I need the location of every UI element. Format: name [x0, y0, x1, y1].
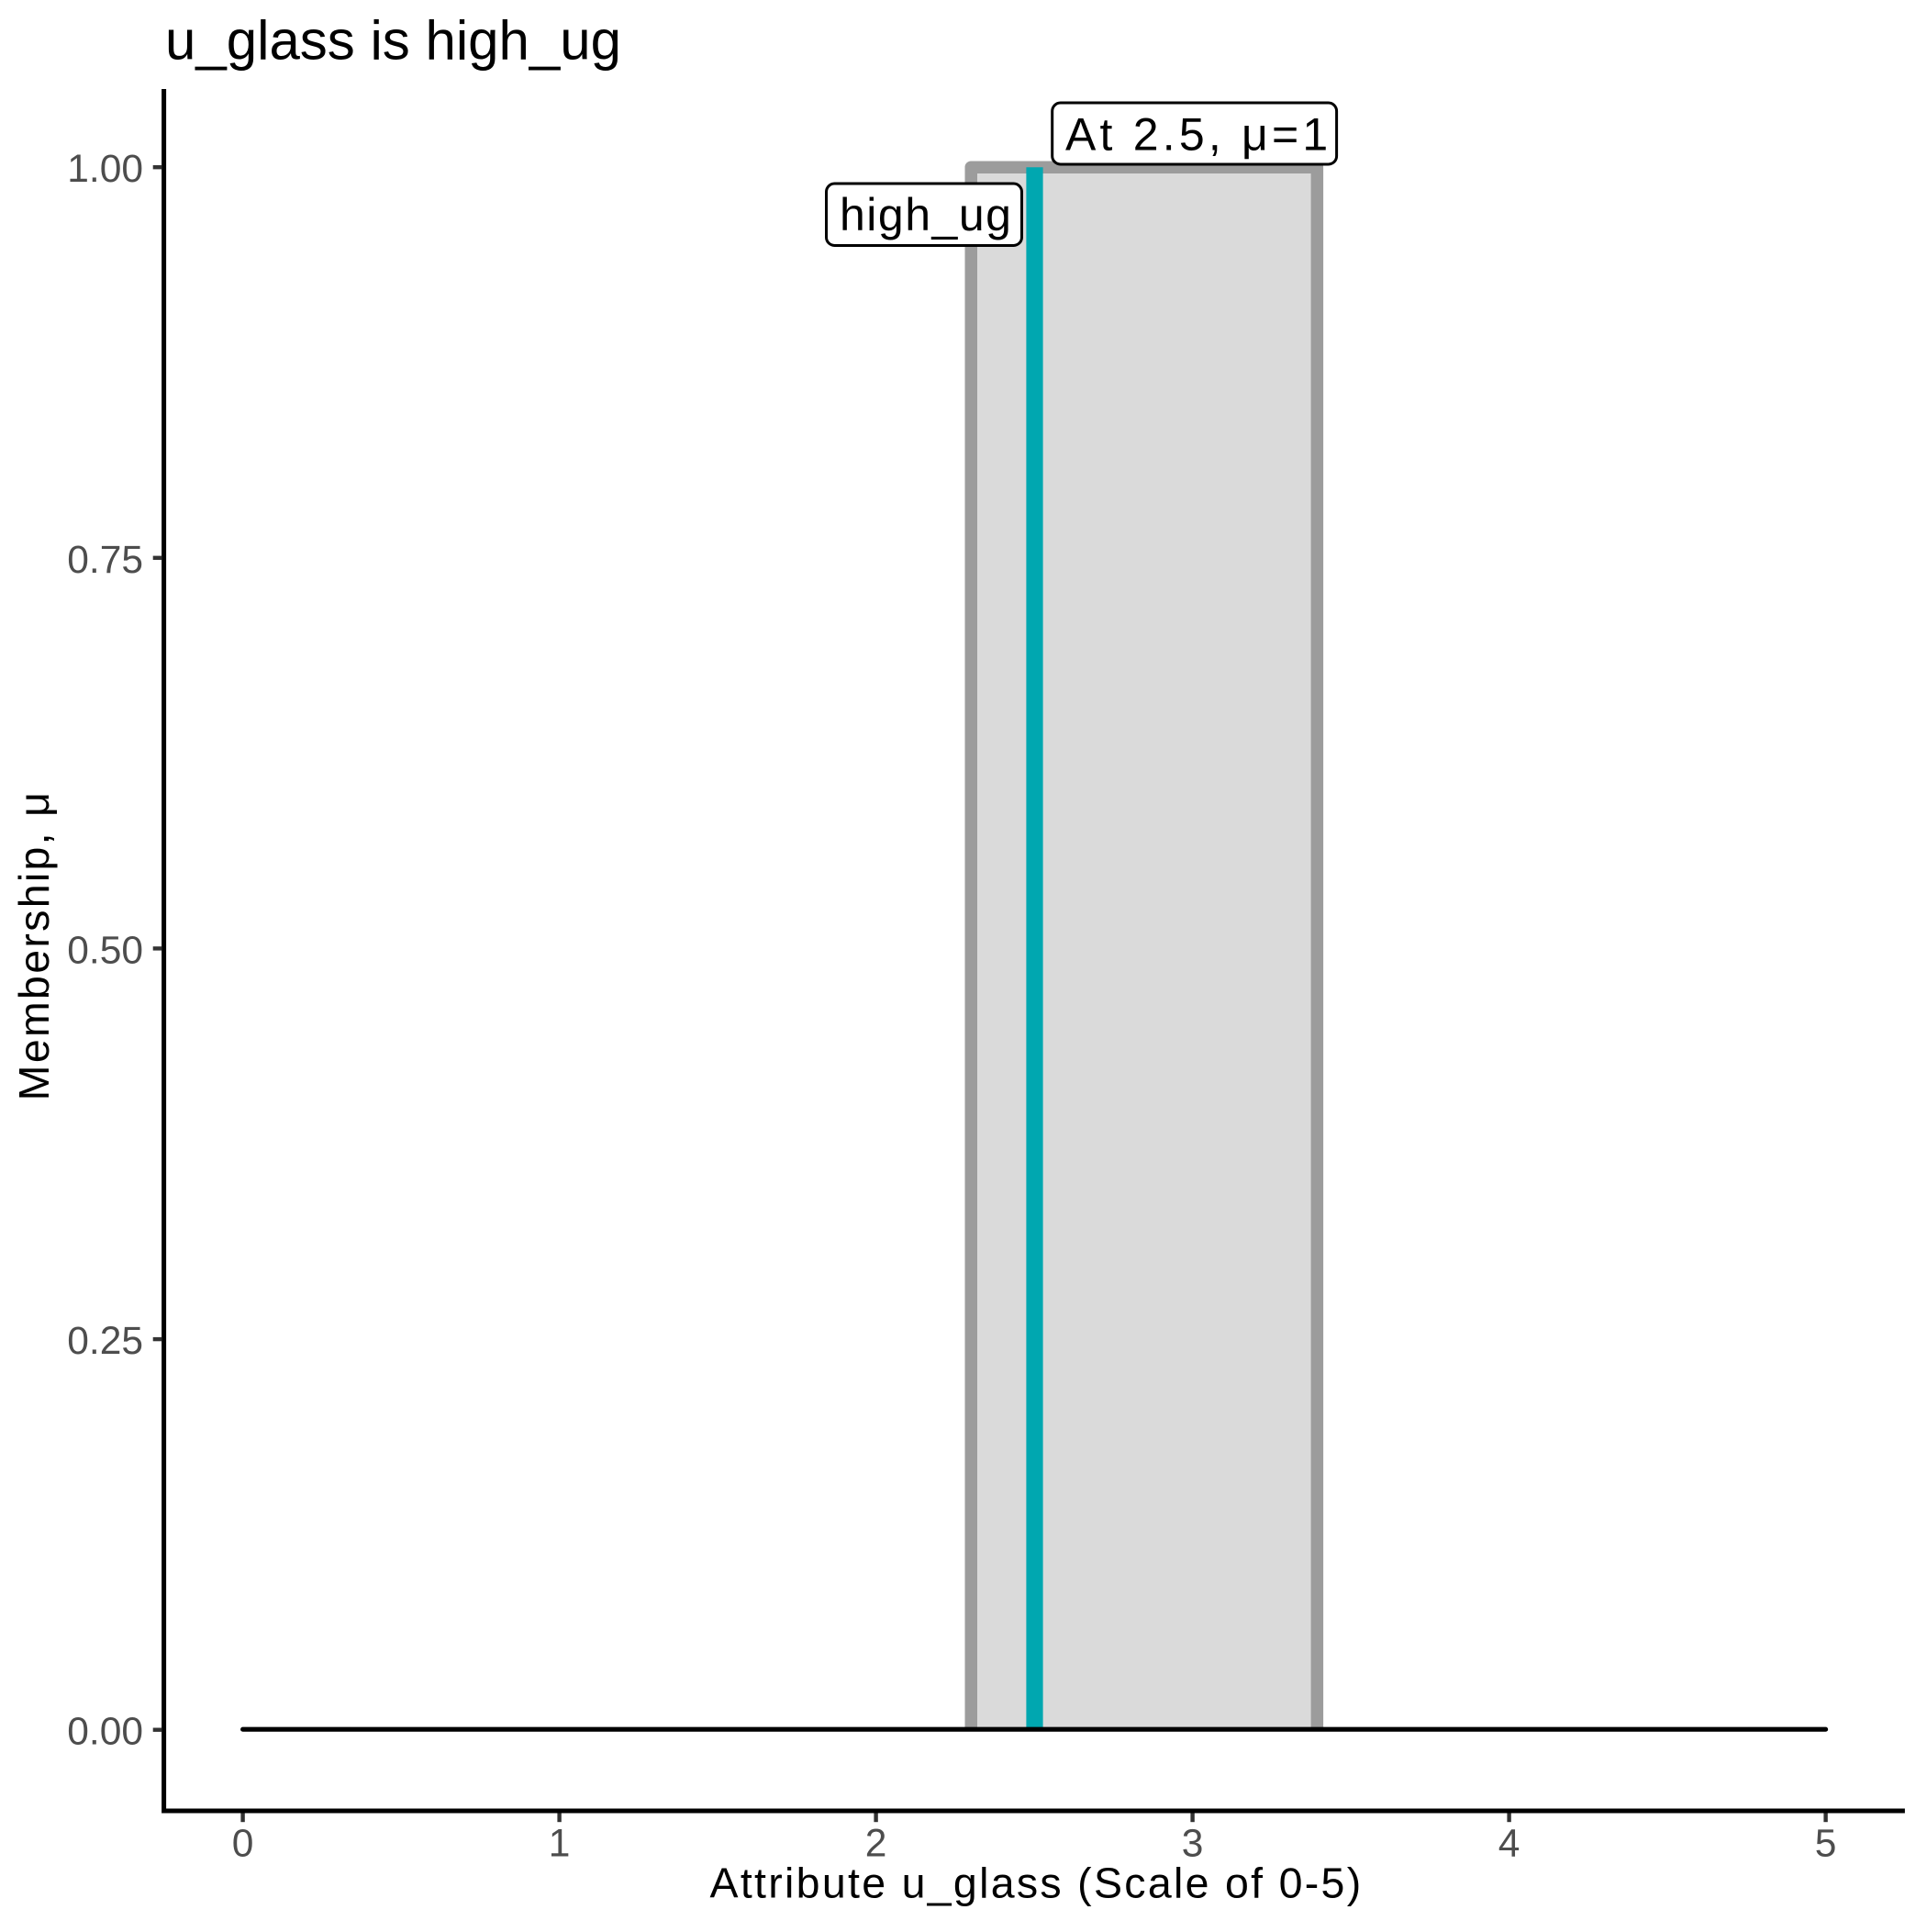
svg-text:At 2.5, μ=1: At 2.5, μ=1 [1065, 108, 1331, 160]
svg-text:0.25: 0.25 [67, 1320, 143, 1363]
svg-text:0: 0 [232, 1822, 254, 1865]
svg-text:1.00: 1.00 [67, 148, 143, 191]
svg-text:Membership, μ: Membership, μ [10, 790, 58, 1100]
svg-text:Attribute u_glass (Scale of 0-: Attribute u_glass (Scale of 0-5) [710, 1859, 1364, 1907]
svg-text:5: 5 [1815, 1822, 1837, 1865]
svg-text:high_ug: high_ug [840, 189, 1012, 240]
svg-text:0.00: 0.00 [67, 1711, 143, 1754]
svg-text:0.50: 0.50 [67, 929, 143, 972]
svg-text:2: 2 [865, 1822, 887, 1865]
svg-text:0.75: 0.75 [67, 539, 143, 582]
svg-text:4: 4 [1498, 1822, 1520, 1865]
svg-text:3: 3 [1182, 1822, 1204, 1865]
svg-text:1: 1 [549, 1822, 571, 1865]
svg-text:u_glass is high_ug: u_glass is high_ug [165, 10, 621, 72]
